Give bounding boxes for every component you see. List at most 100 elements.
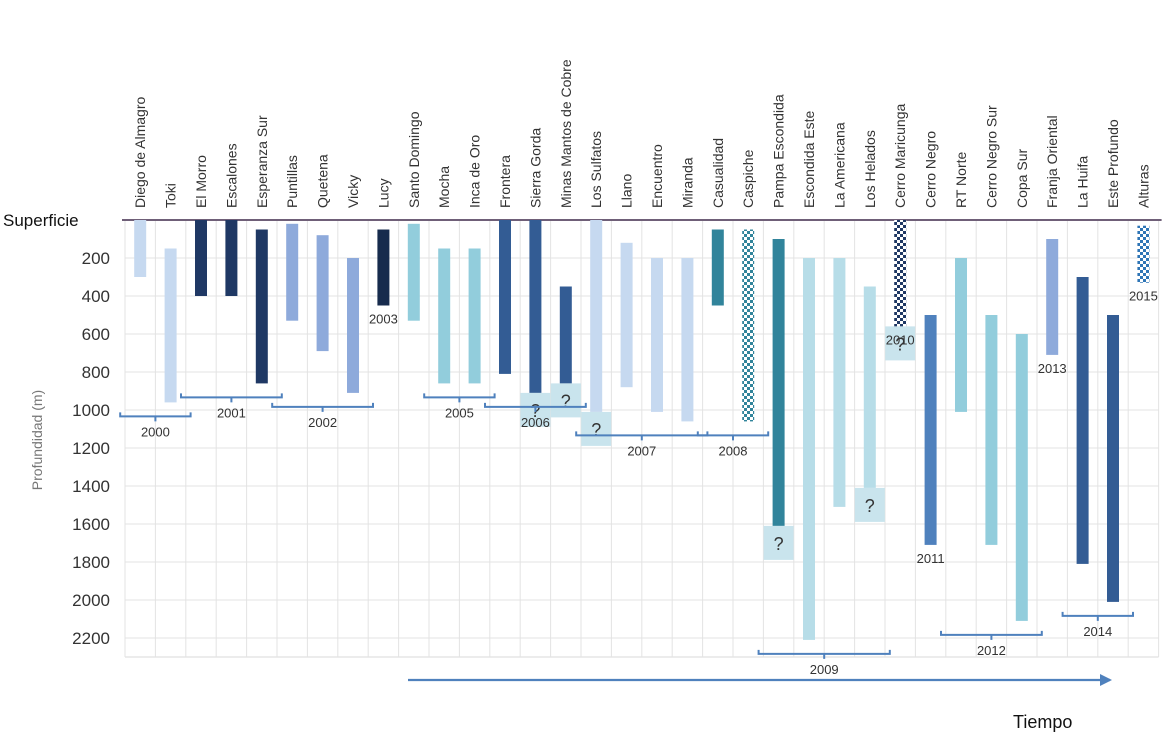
unknown-marker: ? xyxy=(854,487,885,522)
deposit-label: Cerro Negro Sur xyxy=(983,105,999,208)
deposit-label: Escondida Este xyxy=(801,111,817,208)
year-label: 2014 xyxy=(1083,624,1112,639)
year-label: 2010 xyxy=(886,332,915,347)
year-2010: 2010 xyxy=(886,332,915,347)
bar-la-huifa xyxy=(1076,277,1089,564)
unknown-marker-label: ? xyxy=(865,496,875,516)
bar-caspiche xyxy=(742,229,755,422)
bar-cerro-maricunga xyxy=(894,220,907,327)
bar-esperanza-sur xyxy=(255,229,268,384)
year-label: 2011 xyxy=(917,551,945,566)
year-label: 2009 xyxy=(810,662,839,677)
bar-casualidad xyxy=(711,229,724,306)
deposit-label: Diego de Almagro xyxy=(132,96,148,208)
year-2012: 2012 xyxy=(940,630,1043,658)
deposit-label: Vicky xyxy=(345,175,361,208)
y-tick-label: 1200 xyxy=(72,439,110,458)
deposit-label: El Morro xyxy=(193,155,209,208)
year-bracket xyxy=(757,649,891,659)
deposit-label: Escalones xyxy=(223,143,239,208)
year-label: 2013 xyxy=(1038,361,1067,376)
x-axis-title: Tiempo xyxy=(1013,712,1072,732)
year-2007: 2007 xyxy=(575,431,709,458)
bar-minas-mantos-de-cobre xyxy=(559,286,572,384)
bar-los-sulfatos xyxy=(590,220,603,412)
year-2014: 2014 xyxy=(1061,611,1134,639)
y-tick-label: 1400 xyxy=(72,477,110,496)
bar-franja-oriental xyxy=(1046,239,1059,355)
deposit-label: Llano xyxy=(619,174,635,208)
bar-este-profundo xyxy=(1107,315,1119,602)
unknown-marker-box xyxy=(885,326,916,361)
deposit-label: Cerro Negro xyxy=(923,131,939,208)
deposit-labels: Diego de Almagro Toki El Morro Escalones Esp… xyxy=(132,59,1151,208)
year-label: 2007 xyxy=(627,443,656,458)
year-label: 2006 xyxy=(521,415,550,430)
deposit-label: Toki xyxy=(163,183,179,208)
bar-vicky xyxy=(347,258,359,393)
year-label: 2015 xyxy=(1129,289,1158,304)
year-bracket xyxy=(1061,611,1134,621)
bar-copa-sur xyxy=(1015,334,1028,621)
unknown-marker-label: ? xyxy=(591,420,601,440)
year-2009: 2009 xyxy=(757,649,891,677)
deposit-label: Casualidad xyxy=(710,138,726,208)
deposit-label: Pampa Escondida xyxy=(771,94,787,208)
year-bracket xyxy=(575,431,709,441)
bar-santo-domingo xyxy=(407,223,420,321)
deposit-label: Santo Domingo xyxy=(406,111,422,208)
y-tick-label: 600 xyxy=(82,325,110,344)
unknown-marker-box xyxy=(581,411,612,446)
bar-los-helados xyxy=(863,286,876,488)
bar-escalones xyxy=(225,220,238,296)
deposit-label: Caspiche xyxy=(740,149,756,208)
bar-lucy xyxy=(377,229,390,306)
year-2005: 2005 xyxy=(423,393,496,420)
unknown-marker-box xyxy=(550,383,581,418)
year-2006: 2006 xyxy=(484,402,587,430)
year-label: 2005 xyxy=(445,405,474,420)
unknown-marker-box xyxy=(763,525,794,560)
bar-diego-de-almagro xyxy=(134,220,147,277)
deposit-label: Puntillas xyxy=(284,155,300,208)
deposit-label: Encuentro xyxy=(649,144,665,208)
bar-alturas xyxy=(1137,225,1150,283)
deposit-label: La Huifa xyxy=(1075,156,1091,208)
deposit-label: Quetena xyxy=(315,154,331,208)
bar-cerro-negro-sur xyxy=(985,315,998,545)
grid-lines xyxy=(122,219,1162,658)
year-2002: 2002 xyxy=(271,402,374,430)
year-2003: 2003 xyxy=(369,312,398,327)
unknown-marker-label: ? xyxy=(774,534,784,554)
unknown-depth-markers: ?????? xyxy=(520,326,916,560)
y-tick-label: 200 xyxy=(82,249,110,268)
depth-bars xyxy=(134,220,1150,640)
bar-pampa-escondida xyxy=(772,239,785,526)
deposit-label: La Americana xyxy=(831,122,847,208)
year-bracket xyxy=(180,393,283,403)
year-bracket xyxy=(423,393,496,403)
year-bracket xyxy=(119,412,192,422)
deposit-label: Sierra Gorda xyxy=(527,128,543,208)
y-tick-label: 1000 xyxy=(72,401,110,420)
year-groups: 2000 2001 2002 2003 2005 2006 2007 2008 2009 2010… xyxy=(119,289,1158,677)
y-tick-label: 2200 xyxy=(72,629,110,648)
unknown-marker: ? xyxy=(885,326,916,361)
deposit-label: Inca de Oro xyxy=(467,135,483,208)
deposit-label: Lucy xyxy=(375,178,391,208)
year-bracket xyxy=(271,402,374,412)
bar-rt-norte xyxy=(955,258,967,412)
year-label: 2008 xyxy=(719,443,748,458)
unknown-marker-label: ? xyxy=(895,334,905,354)
year-label: 2000 xyxy=(141,424,170,439)
bar-escondida-este xyxy=(803,258,815,640)
bar-la-americana xyxy=(833,258,846,507)
deposit-label: RT Norte xyxy=(953,152,969,208)
y-axis: 200 400 600 800 1000 1200 1400 1600 1800 2000 2200 xyxy=(72,249,110,648)
y-tick-label: 400 xyxy=(82,287,110,306)
unknown-marker-box xyxy=(854,487,885,522)
y-tick-label: 2000 xyxy=(72,591,110,610)
bar-llano xyxy=(620,242,633,388)
bar-puntillas xyxy=(286,223,299,321)
bar-cerro-negro xyxy=(924,315,937,545)
